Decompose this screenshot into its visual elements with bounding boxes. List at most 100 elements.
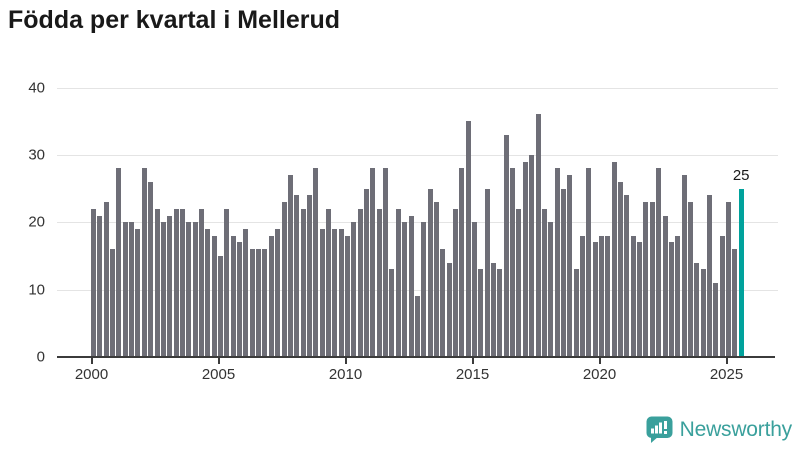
bar [230, 235, 236, 357]
y-axis-tick-label: 30 [28, 146, 45, 164]
bar [484, 188, 490, 357]
bar [599, 235, 604, 357]
bar [637, 242, 643, 357]
page-title: Födda per kvartal i Mellerud [8, 6, 341, 34]
bar [491, 262, 497, 357]
bar [446, 262, 452, 357]
bar [408, 215, 414, 357]
bar [662, 215, 668, 357]
x-axis-tick-label: 2025 [709, 366, 744, 383]
gridline-y-10 [57, 290, 778, 291]
x-axis-tick-2020 [598, 358, 601, 364]
x-axis-tick-label: 2005 [201, 366, 236, 383]
bar [605, 235, 611, 357]
bar [592, 242, 598, 357]
bar [427, 188, 433, 357]
bar [173, 208, 179, 357]
x-axis-line [57, 356, 775, 358]
bar [141, 168, 147, 357]
y-axis-tick-label: 20 [28, 213, 45, 231]
bar [179, 208, 185, 357]
bar [357, 208, 363, 357]
gridline-y-40 [57, 88, 778, 89]
bar [630, 235, 636, 357]
bar [287, 175, 293, 357]
bar [681, 175, 687, 357]
bar [198, 208, 204, 357]
bar [465, 121, 471, 357]
newsworthy-brand[interactable]: Newsworthy [646, 416, 792, 443]
bar [548, 222, 554, 357]
bar [579, 235, 585, 357]
y-axis-tick-label: 40 [28, 79, 45, 96]
bar [370, 168, 376, 357]
bar [224, 208, 230, 357]
bar [573, 269, 579, 357]
bar [237, 242, 243, 357]
bar [700, 269, 706, 357]
bar [503, 134, 509, 357]
bar [218, 255, 223, 357]
bar-highlighted [738, 188, 744, 357]
x-axis-tick-2005 [217, 358, 220, 364]
bar [281, 202, 287, 357]
bar [376, 208, 382, 357]
y-axis-tick-label: 10 [28, 281, 45, 299]
bar [535, 114, 541, 357]
bar [338, 228, 344, 357]
bar [675, 235, 681, 357]
bar [91, 208, 96, 357]
bar [472, 222, 477, 357]
bar [713, 282, 719, 357]
bar [687, 202, 693, 357]
bar [262, 249, 268, 357]
bar [643, 202, 649, 357]
bar [624, 195, 630, 357]
bar [306, 195, 312, 357]
bar [313, 168, 319, 357]
gridline-y-30 [57, 155, 778, 156]
x-axis-tick-2015 [471, 358, 474, 364]
bar [364, 188, 370, 357]
bar [516, 208, 522, 357]
bar [103, 202, 109, 357]
bar [649, 202, 655, 357]
bar [300, 208, 306, 357]
gridline-y-20 [57, 222, 778, 223]
x-axis-tick-label: 2020 [582, 366, 617, 383]
bar [414, 296, 420, 357]
bar [440, 249, 446, 357]
bar [110, 249, 116, 357]
newsworthy-brand-label: Newsworthy [679, 417, 793, 441]
bar [732, 249, 738, 357]
bar [275, 228, 281, 357]
bar [294, 195, 300, 357]
highlight-value-label: 25 [732, 166, 750, 184]
bar [529, 154, 535, 357]
x-axis-tick-2000 [90, 358, 93, 364]
bar [249, 249, 255, 357]
bar [205, 228, 211, 357]
bar [478, 269, 484, 357]
bar [560, 188, 566, 357]
bar [148, 181, 154, 357]
bar [522, 161, 528, 357]
bar [192, 222, 198, 357]
bar [541, 208, 547, 357]
bar [160, 222, 166, 357]
bar [554, 168, 560, 357]
x-axis-tick-2010 [344, 358, 347, 364]
bar [618, 181, 624, 357]
x-axis-tick-label: 2010 [328, 366, 363, 383]
bar [345, 235, 350, 357]
bar [383, 168, 389, 357]
bar [611, 161, 617, 357]
bar [459, 168, 465, 357]
bar [97, 215, 103, 357]
bar [167, 215, 173, 357]
bar [726, 202, 731, 357]
bar [719, 235, 725, 357]
x-axis-tick-label: 2000 [74, 366, 109, 383]
x-axis-tick-2025 [725, 358, 728, 364]
y-axis-tick-label: 0 [36, 348, 45, 366]
